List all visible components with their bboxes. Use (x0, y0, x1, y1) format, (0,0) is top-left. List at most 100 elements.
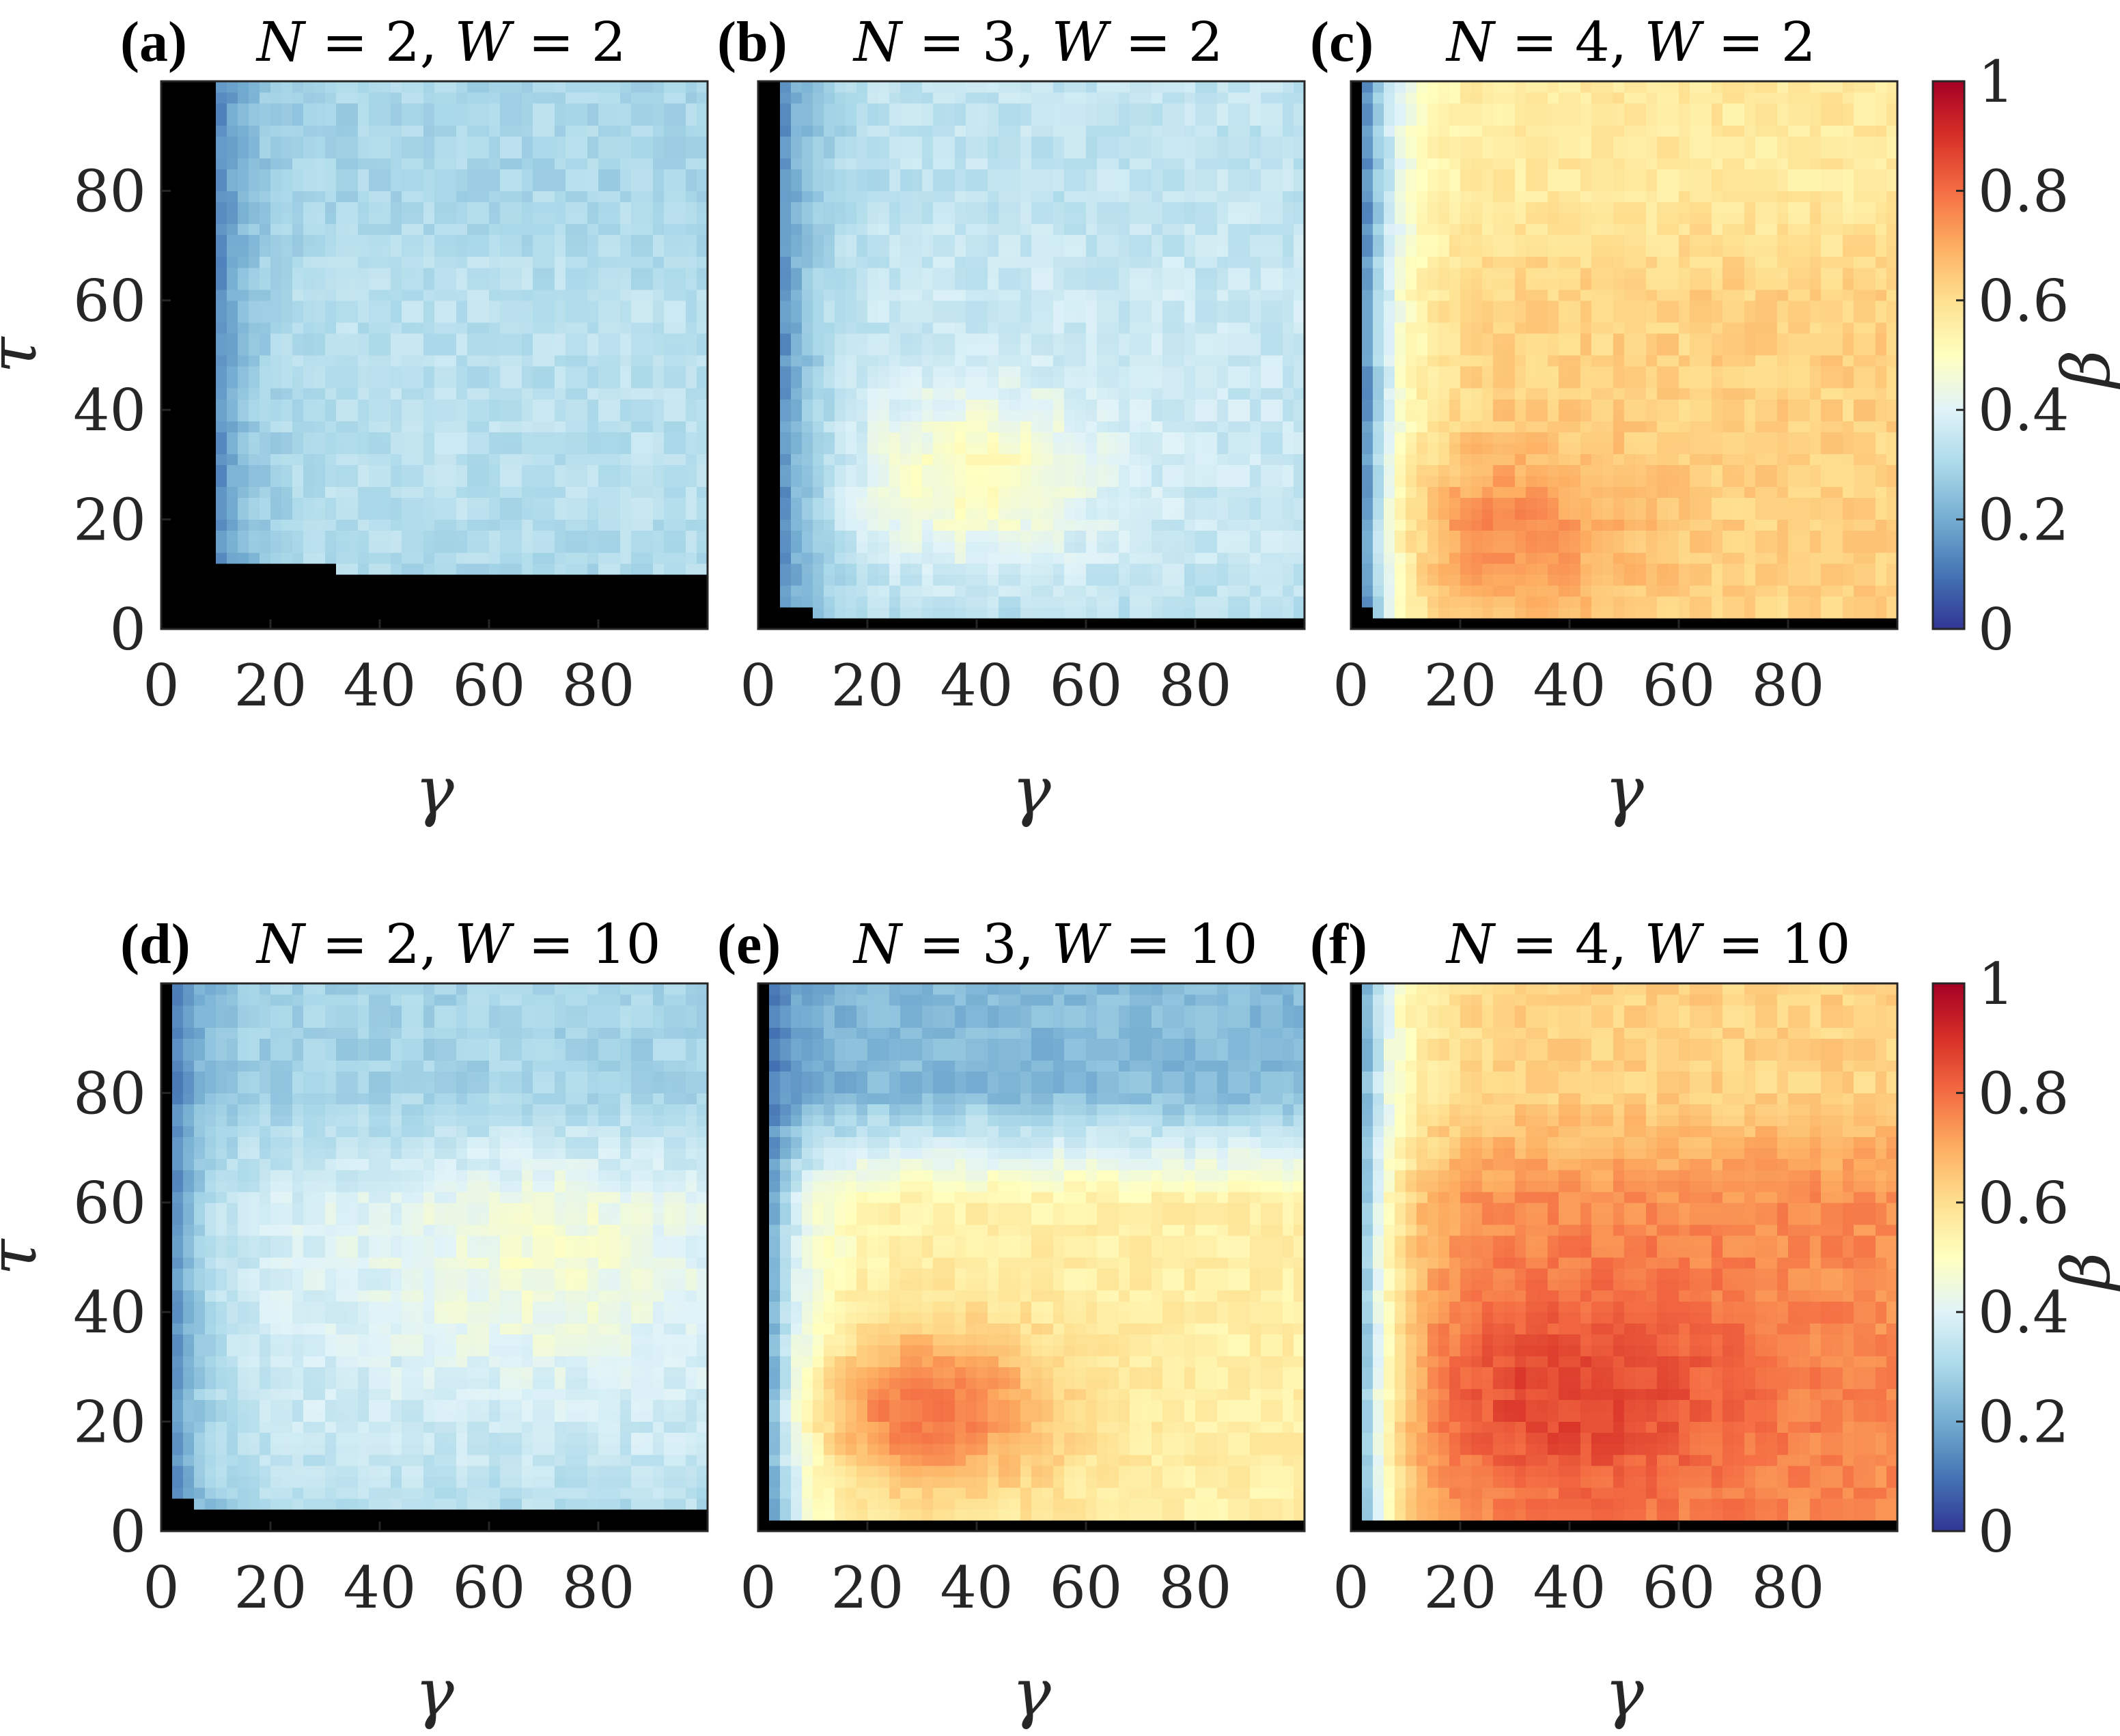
heatmap-cell (325, 541, 337, 553)
heatmap-cell (1086, 92, 1098, 104)
heatmap-cell (402, 432, 413, 443)
heatmap-cell (336, 81, 348, 93)
heatmap-cell (686, 223, 697, 236)
heatmap-cell (977, 377, 988, 389)
heatmap-cell (1086, 103, 1098, 115)
heatmap-cell (802, 114, 813, 126)
heatmap-cell (423, 311, 435, 323)
heatmap-cell (238, 267, 249, 279)
heatmap-cell (664, 125, 675, 137)
heatmap-cell (791, 475, 803, 488)
heatmap-cell (824, 443, 835, 454)
heatmap-cell (1152, 552, 1163, 564)
heatmap-cell (489, 114, 501, 126)
heatmap-cell (966, 180, 977, 191)
heatmap-cell (511, 245, 522, 257)
heatmap-cell (1239, 92, 1251, 104)
heatmap-cell (1042, 344, 1054, 356)
heatmap-cell (522, 399, 533, 410)
heatmap-cell (544, 388, 555, 400)
heatmap-cell (1449, 136, 1461, 148)
heatmap-cell (686, 421, 697, 432)
heatmap-cell (1206, 180, 1218, 191)
heatmap-cell (609, 410, 621, 421)
heatmap-cell (511, 114, 522, 126)
heatmap-cell (1173, 81, 1185, 93)
heatmap-cell (1406, 278, 1417, 290)
heatmap-cell (889, 300, 901, 312)
heatmap-cell (922, 245, 934, 257)
heatmap-cell (1217, 191, 1229, 203)
heatmap-cell (697, 541, 708, 553)
heatmap-cell (1272, 366, 1283, 378)
heatmap-cell (999, 432, 1010, 443)
heatmap-cell (1427, 300, 1439, 312)
heatmap-cell (1162, 300, 1174, 312)
heatmap-cell (314, 300, 326, 312)
heatmap-cell (216, 399, 227, 410)
heatmap-cell (445, 311, 457, 323)
heatmap-cell (697, 136, 708, 148)
heatmap-cell (249, 256, 260, 268)
heatmap-cell (813, 344, 824, 356)
heatmap-cell (856, 158, 868, 169)
heatmap-cell (1020, 475, 1032, 488)
heatmap-cell (555, 289, 566, 301)
heatmap-cell (358, 410, 369, 421)
heatmap-cell (955, 464, 966, 477)
heatmap-cell (1173, 388, 1185, 400)
heatmap-cell (1152, 541, 1163, 553)
heatmap-cell (423, 530, 435, 542)
heatmap-cell (813, 245, 824, 257)
heatmap-cell (1449, 410, 1461, 421)
heatmap-cell (609, 300, 621, 312)
heatmap-cell (1053, 147, 1065, 158)
heatmap-cell (867, 147, 879, 158)
heatmap-cell (380, 289, 391, 301)
heatmap-cell (227, 92, 238, 104)
heatmap-cell (336, 245, 348, 257)
heatmap-cell (1228, 355, 1240, 367)
heatmap-cell (522, 388, 533, 400)
heatmap-cell (664, 377, 675, 389)
heatmap-cell (856, 201, 868, 214)
heatmap-cell (500, 366, 512, 378)
heatmap-cell (216, 475, 227, 488)
heatmap-cell (533, 201, 544, 214)
heatmap-cell (445, 234, 457, 247)
heatmap-cell (1228, 519, 1240, 531)
heatmap-cell (911, 201, 923, 214)
heatmap-cell (1195, 585, 1207, 597)
heatmap-cell (631, 530, 643, 542)
heatmap-cell (270, 256, 282, 268)
heatmap-cell (1395, 81, 1406, 93)
heatmap-cell (933, 377, 945, 389)
heatmap-cell (489, 497, 501, 509)
y-tick-label: 40 (73, 377, 146, 444)
heatmap-cell (686, 125, 697, 137)
heatmap-cell (867, 136, 879, 148)
heatmap-cell (1141, 278, 1152, 290)
heatmap-cell (303, 552, 315, 564)
heatmap-cell (358, 366, 369, 378)
heatmap-cell (1206, 530, 1218, 542)
heatmap-cell (336, 92, 348, 104)
heatmap-cell (1152, 322, 1163, 334)
heatmap-cell (1075, 421, 1087, 432)
heatmap-cell (369, 333, 380, 345)
heatmap-cell (1427, 81, 1439, 93)
heatmap-cell (1272, 541, 1283, 553)
heatmap-cell (1152, 256, 1163, 268)
heatmap-cell (1042, 366, 1054, 378)
heatmap-cell (824, 125, 835, 137)
heatmap-cell (664, 497, 675, 509)
heatmap-cell (609, 158, 621, 169)
heatmap-cell (555, 311, 566, 323)
heatmap-cell (533, 421, 544, 432)
heatmap-cell (1141, 399, 1152, 410)
heatmap-cell (1020, 158, 1032, 169)
heatmap-cell (511, 388, 522, 400)
heatmap-cell (955, 530, 966, 542)
heatmap-cell (999, 136, 1010, 148)
heatmap-cell (911, 410, 923, 421)
